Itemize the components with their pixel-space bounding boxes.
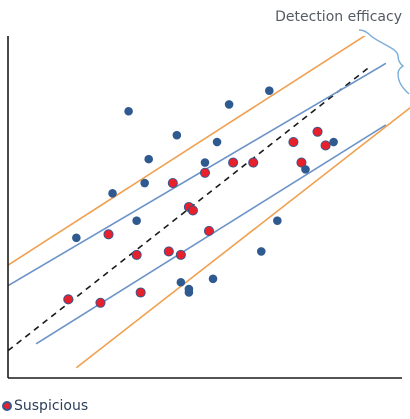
data-point-suspicious [312, 126, 323, 137]
data-point-normal [224, 100, 234, 109]
data-point-suspicious [135, 287, 146, 298]
data-point-normal [273, 216, 282, 225]
data-point-normal [72, 233, 81, 243]
data-points [63, 86, 338, 308]
data-point-normal [200, 158, 210, 167]
data-point-suspicious [163, 246, 174, 257]
data-point-suspicious [203, 225, 215, 236]
data-point-suspicious [199, 167, 211, 178]
data-point-suspicious [228, 157, 239, 168]
data-point-suspicious [131, 249, 142, 260]
efficacy-bracket [358, 29, 410, 95]
data-point-normal [172, 130, 182, 140]
data-point-normal [212, 137, 222, 147]
band-line-inner-upper [8, 62, 387, 287]
data-point-normal [144, 154, 153, 164]
data-point-suspicious [187, 205, 198, 216]
legend-label-suspicious: Suspicious [14, 398, 89, 414]
band-lines [8, 36, 410, 369]
data-point-suspicious [167, 178, 178, 189]
data-point-suspicious [63, 294, 74, 305]
data-point-suspicious [248, 157, 259, 168]
data-point-normal [124, 106, 133, 116]
data-point-normal [184, 284, 194, 294]
data-point-normal [301, 165, 310, 174]
band-line-outer-lower [75, 107, 410, 369]
data-point-normal [329, 137, 338, 147]
data-point-normal [256, 247, 266, 256]
data-point-suspicious [288, 136, 299, 148]
data-point-suspicious [95, 297, 106, 308]
data-point-normal [265, 86, 274, 96]
data-point-suspicious [103, 229, 114, 240]
legend-marker-suspicious [2, 401, 12, 411]
data-point-suspicious [320, 140, 331, 151]
band-line-outer-upper [8, 36, 366, 266]
data-point-normal [108, 189, 117, 198]
data-point-suspicious [175, 249, 186, 260]
chart-title: Detection efficacy [275, 9, 402, 25]
data-point-normal [208, 274, 218, 284]
data-point-normal [140, 178, 149, 188]
data-point-normal [176, 277, 186, 287]
data-point-suspicious [296, 157, 307, 168]
data-point-normal [132, 216, 141, 225]
legend: Suspicious [2, 398, 88, 414]
